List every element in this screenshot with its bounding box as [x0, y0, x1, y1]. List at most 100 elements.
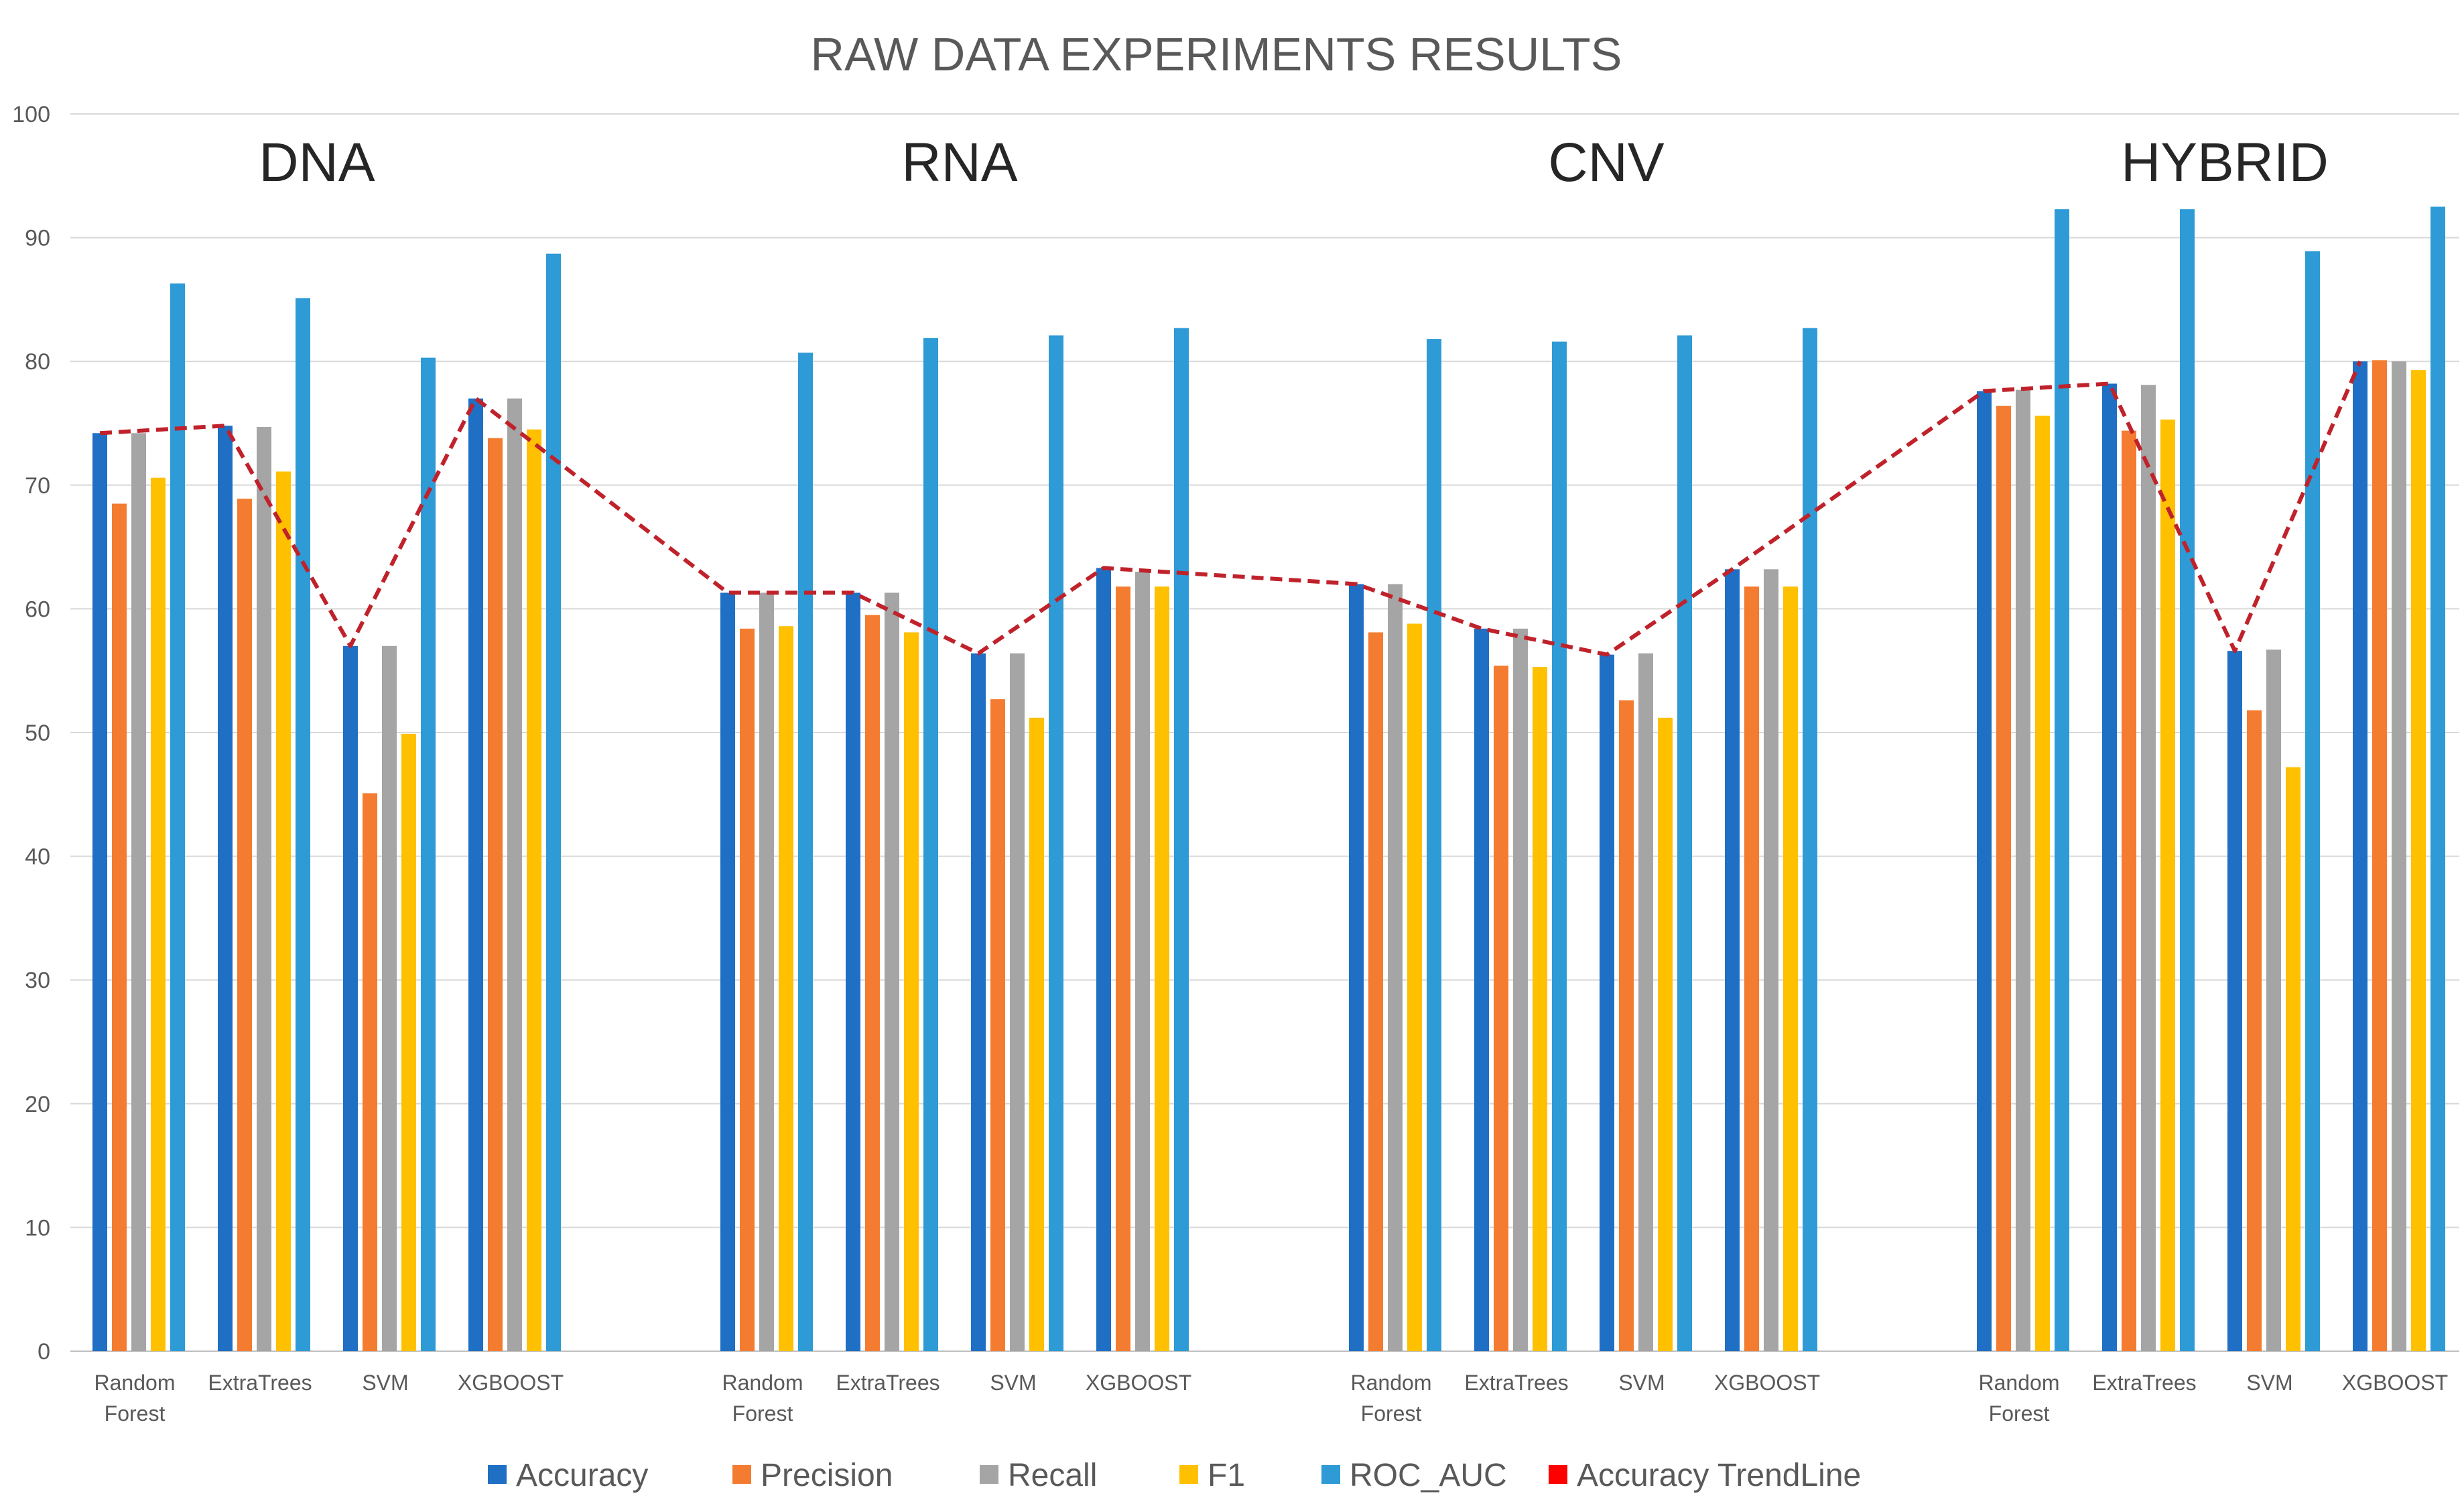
y-tick-label-90: 90 [25, 226, 50, 251]
y-tick-label-20: 20 [25, 1092, 50, 1117]
bar-cnv-random-forest-roc-auc [1427, 338, 1441, 1352]
y-tick-label-40: 40 [25, 844, 50, 870]
bar-dna-random-forest-roc-auc [170, 283, 185, 1352]
bar-hybrid-extratrees-precision [2122, 430, 2136, 1352]
group-label-hybrid: HYBRID [2121, 132, 2329, 193]
legend-label-accuracy: Accuracy [516, 1458, 648, 1493]
legend: Accuracy Precision Recall F1 ROC_AUC Accuracy… [488, 1458, 1861, 1493]
x-tick-label-cnv-random-forest-line1: Random [1351, 1371, 1432, 1395]
bar-cnv-random-forest-precision [1368, 632, 1383, 1351]
bar-rna-random-forest-precision [740, 628, 755, 1351]
x-tick-label-hybrid-random-forest-line1: Random [1979, 1371, 2060, 1395]
bar-cnv-extratrees-accuracy [1474, 628, 1489, 1351]
x-tick-label-cnv-svm: SVM [1618, 1371, 1665, 1395]
bar-cnv-random-forest-recall [1388, 584, 1403, 1351]
y-axis-ticks: 0 10 20 30 40 50 60 70 80 90 100 [12, 102, 50, 1365]
bar-dna-svm-accuracy [343, 645, 358, 1351]
bar-dna-svm-roc-auc [421, 357, 436, 1351]
bar-rna-random-forest-recall [759, 592, 774, 1351]
legend-item-recall: Recall [980, 1458, 1097, 1493]
legend-item-accuracy-trendline: Accuracy TrendLine [1549, 1458, 1861, 1493]
bar-rna-extratrees-precision [865, 615, 880, 1351]
bar-rna-random-forest-f1 [779, 626, 793, 1351]
bar-hybrid-random-forest-f1 [2035, 416, 2050, 1351]
group-label-dna: DNA [259, 132, 375, 193]
x-tick-label-rna-svm: SVM [990, 1371, 1036, 1395]
bar-cnv-svm-recall [1638, 653, 1653, 1352]
bar-rna-extratrees-accuracy [846, 592, 860, 1351]
bar-rna-extratrees-recall [885, 592, 899, 1351]
legend-item-roc-auc: ROC_AUC [1321, 1458, 1507, 1493]
bar-hybrid-xgboost-roc-auc [2430, 206, 2445, 1352]
x-axis-ticks: Random Forest ExtraTrees SVM XGBOOST Random Fo… [94, 1371, 2449, 1426]
legend-label-f1: F1 [1208, 1458, 1245, 1493]
bar-cnv-xgboost-recall [1764, 569, 1778, 1351]
x-tick-label-dna-xgboost: XGBOOST [458, 1371, 564, 1395]
bar-cnv-extratrees-precision [1494, 666, 1508, 1351]
x-tick-label-dna-extratrees: ExtraTrees [208, 1371, 312, 1395]
legend-label-accuracy-trendline: Accuracy TrendLine [1577, 1458, 1861, 1493]
group-label-cnv: CNV [1548, 132, 1664, 193]
bar-dna-extratrees-f1 [276, 471, 291, 1351]
legend-label-precision: Precision [761, 1458, 893, 1493]
bar-cnv-svm-f1 [1658, 717, 1673, 1351]
y-tick-label-10: 10 [25, 1215, 50, 1241]
bar-hybrid-xgboost-precision [2372, 360, 2387, 1351]
bar-rna-random-forest-accuracy [720, 592, 735, 1351]
bar-cnv-svm-accuracy [1600, 654, 1614, 1351]
bar-hybrid-extratrees-f1 [2160, 419, 2175, 1352]
bar-rna-extratrees-roc-auc [923, 338, 938, 1352]
bar-dna-xgboost-f1 [527, 429, 541, 1351]
bar-cnv-extratrees-f1 [1533, 667, 1547, 1351]
bar-hybrid-random-forest-roc-auc [2055, 209, 2069, 1352]
bar-rna-xgboost-f1 [1155, 586, 1169, 1351]
legend-swatch-recall [980, 1465, 998, 1484]
bar-hybrid-svm-f1 [2286, 767, 2300, 1351]
bar-cnv-extratrees-roc-auc [1552, 341, 1567, 1351]
bar-dna-random-forest-f1 [151, 477, 166, 1351]
bar-dna-xgboost-accuracy [468, 398, 483, 1351]
bar-hybrid-svm-recall [2266, 649, 2281, 1351]
legend-item-f1: F1 [1179, 1458, 1245, 1493]
trendline [99, 361, 2362, 657]
x-tick-label-dna-random-forest-line1: Random [94, 1371, 176, 1395]
bar-hybrid-extratrees-recall [2141, 385, 2156, 1352]
x-tick-label-hybrid-extratrees: ExtraTrees [2092, 1371, 2196, 1395]
x-tick-label-rna-random-forest-line1: Random [722, 1371, 803, 1395]
bar-dna-svm-f1 [401, 733, 416, 1351]
legend-swatch-precision [732, 1465, 751, 1484]
bar-cnv-random-forest-accuracy [1349, 584, 1364, 1351]
y-tick-label-80: 80 [25, 349, 50, 375]
bar-hybrid-xgboost-recall [2392, 361, 2406, 1352]
bar-dna-extratrees-precision [237, 499, 252, 1352]
y-tick-label-100: 100 [12, 102, 50, 127]
bar-cnv-xgboost-accuracy [1725, 569, 1740, 1351]
bar-dna-extratrees-recall [257, 427, 271, 1351]
bar-dna-xgboost-recall [507, 398, 522, 1351]
bar-cnv-svm-precision [1619, 700, 1634, 1351]
bar-rna-svm-f1 [1029, 717, 1044, 1351]
bar-dna-extratrees-accuracy [218, 426, 233, 1351]
bar-hybrid-random-forest-accuracy [1977, 391, 1992, 1351]
legend-swatch-roc-auc [1321, 1465, 1340, 1484]
x-tick-label-rna-random-forest-line2: Forest [732, 1401, 793, 1426]
bar-dna-svm-recall [382, 645, 397, 1351]
y-tick-label-0: 0 [38, 1339, 50, 1365]
bar-hybrid-random-forest-precision [1996, 405, 2011, 1351]
bar-rna-svm-recall [1010, 653, 1025, 1352]
bar-dna-random-forest-accuracy [92, 433, 107, 1351]
bar-hybrid-random-forest-recall [2016, 389, 2030, 1352]
bar-hybrid-xgboost-accuracy [2353, 361, 2368, 1352]
legend-swatch-accuracy-trendline [1549, 1465, 1567, 1484]
legend-label-recall: Recall [1008, 1458, 1097, 1493]
bar-rna-svm-roc-auc [1049, 335, 1063, 1352]
bar-cnv-extratrees-recall [1513, 628, 1528, 1351]
bars [92, 206, 2445, 1352]
bar-hybrid-svm-accuracy [2227, 651, 2242, 1351]
group-labels: DNA RNA CNV HYBRID [259, 132, 2328, 193]
bar-dna-svm-precision [363, 793, 377, 1351]
chart-title: RAW DATA EXPERIMENTS RESULTS [811, 28, 1622, 80]
bar-rna-extratrees-f1 [904, 632, 919, 1351]
bar-cnv-xgboost-precision [1744, 586, 1759, 1351]
